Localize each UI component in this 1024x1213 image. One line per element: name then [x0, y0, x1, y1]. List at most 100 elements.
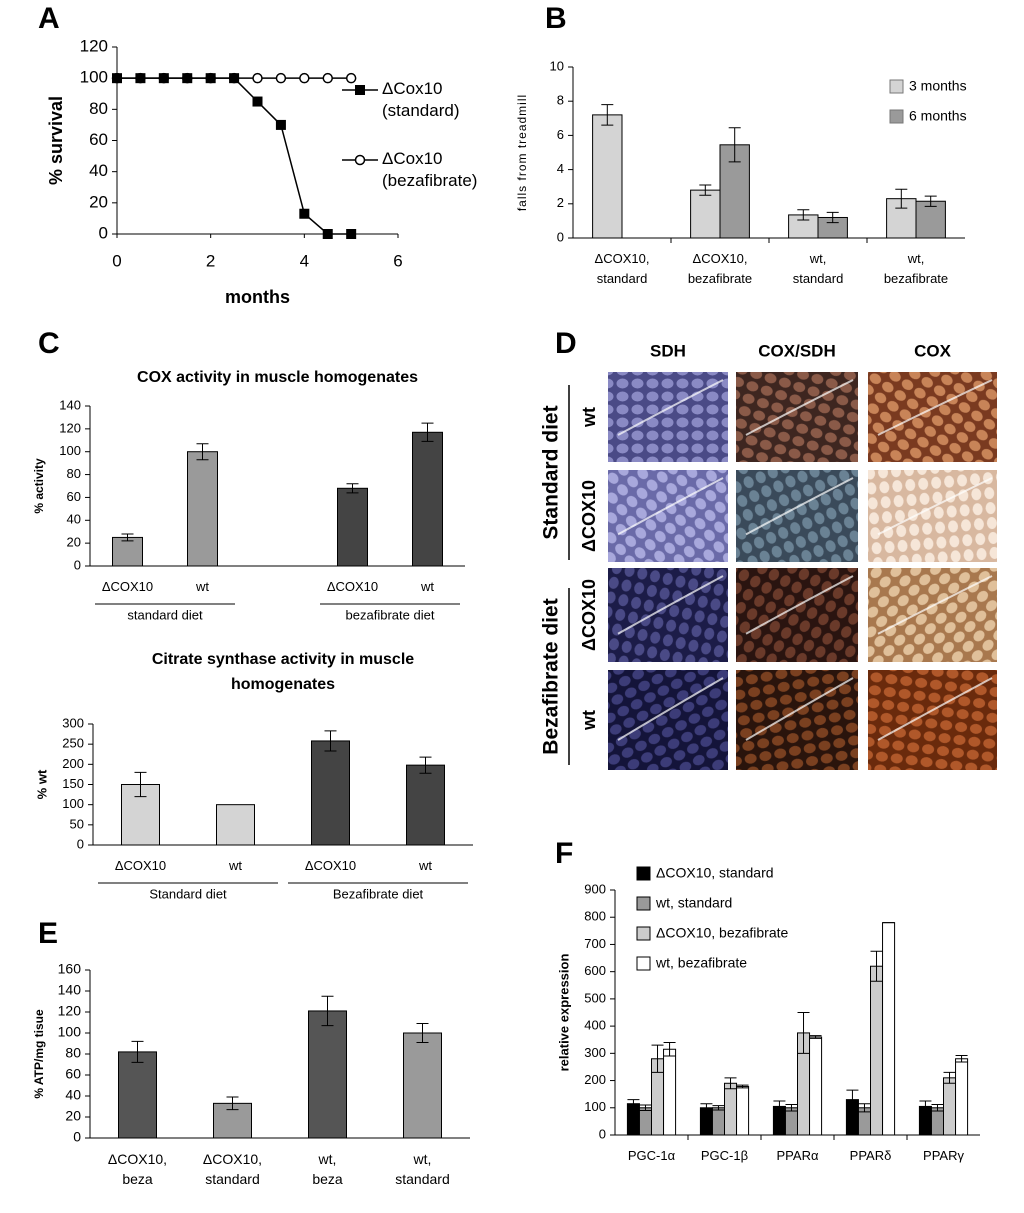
y-tick-label: 40 [67, 512, 81, 527]
error-bar [955, 1055, 968, 1063]
micrograph-streak [877, 477, 993, 536]
x-tick-label: ΔCOX10 [102, 579, 153, 594]
marker [299, 208, 310, 219]
y-tick-label: 300 [62, 715, 84, 730]
column-header: COX/SDH [758, 341, 835, 360]
x-tick-label: 4 [300, 251, 309, 270]
legend-label: 3 months [909, 78, 967, 94]
error-bar [895, 188, 908, 209]
marker [112, 73, 122, 84]
panel-letter: D [555, 327, 577, 360]
panel-letter: A [38, 2, 60, 35]
error-bar [728, 127, 741, 163]
y-axis-label: relative expression [556, 954, 571, 1072]
error-bar [601, 104, 614, 126]
x-tick-label: wt [418, 858, 432, 873]
marker [182, 73, 193, 84]
panel-letter: C [38, 327, 60, 360]
error-bar [196, 443, 209, 461]
y-tick-label: 0 [73, 1129, 81, 1145]
x-tick-label: wt [420, 579, 434, 594]
y-tick-label: 200 [584, 1072, 606, 1087]
y-tick-label: 120 [59, 420, 81, 435]
error-bar [943, 1071, 956, 1084]
error-bar [797, 1012, 810, 1054]
y-tick-label: 60 [89, 130, 108, 149]
micrograph [736, 372, 858, 462]
micrograph-streak [617, 677, 724, 741]
bar [112, 536, 143, 567]
marker [229, 73, 240, 84]
x-tick-label: ΔCOX10 [327, 579, 378, 594]
bar [711, 1107, 726, 1136]
chart-title: Citrate synthase activity in muscle homog… [152, 651, 414, 693]
bar [626, 1103, 640, 1136]
micrograph-streak [745, 477, 854, 536]
row-group-label: Bezafibrate diet [540, 598, 563, 754]
y-tick-label: 0 [74, 557, 81, 572]
y-tick-label: 0 [557, 229, 564, 244]
y-tick-label: 300 [584, 1045, 606, 1060]
x-tick-label: PPARγ [923, 1148, 964, 1163]
legend-swatch [636, 866, 651, 881]
y-tick-label: 60 [65, 1066, 81, 1082]
bar [412, 431, 443, 567]
error-bar [639, 1104, 652, 1111]
x-axis-label: months [225, 287, 290, 307]
error-bar [931, 1104, 944, 1112]
bar [690, 189, 721, 239]
legend-label: 6 months [909, 108, 967, 124]
marker [354, 154, 366, 166]
x-tick-label: PGC-1α [628, 1148, 676, 1163]
error-bar [736, 1084, 749, 1089]
x-tick-label: 6 [393, 251, 402, 270]
micrograph-streak [877, 379, 993, 436]
bar [724, 1082, 738, 1136]
marker [252, 72, 263, 84]
group-label: Standard diet [149, 886, 227, 901]
marker [355, 85, 365, 95]
y-tick-label: 4 [557, 161, 564, 176]
y-tick-label: 400 [584, 1018, 606, 1033]
error-bar [700, 1103, 713, 1113]
bar [311, 740, 350, 846]
row-label: ΔCOX10 [579, 579, 599, 651]
error-bar [421, 422, 434, 442]
bar [406, 764, 445, 846]
marker [205, 73, 216, 84]
legend-label: ΔCOX10, bezafibrate [656, 925, 789, 941]
marker [322, 229, 333, 239]
x-tick-label: wt, standard [793, 251, 844, 286]
y-tick-label: 120 [58, 1003, 82, 1019]
x-tick-label: 2 [206, 251, 215, 270]
y-axis-label: falls from treadmill [515, 94, 529, 211]
y-tick-label: 20 [89, 192, 108, 211]
legend-label: wt, standard [655, 895, 732, 911]
legend-swatch [889, 79, 904, 94]
y-tick-label: 120 [80, 36, 108, 55]
y-tick-label: 20 [65, 1108, 81, 1124]
y-tick-label: 2 [557, 195, 564, 210]
error-bar [416, 1023, 429, 1043]
error-bar [773, 1100, 786, 1113]
y-tick-label: 80 [89, 99, 108, 118]
row-label: ΔCOX10 [579, 480, 599, 552]
chart-title: COX activity in muscle homogenates [137, 369, 418, 386]
bar [187, 451, 218, 567]
micrograph-streak [877, 677, 993, 741]
bar [663, 1048, 677, 1136]
legend-swatch [889, 109, 904, 124]
series-line [117, 77, 352, 235]
error-bar [699, 184, 712, 196]
legend-swatch [636, 926, 651, 941]
bar [592, 114, 623, 239]
x-tick-label: wt [195, 579, 209, 594]
micrograph [868, 470, 997, 562]
micrograph-streak [745, 677, 854, 741]
y-tick-label: 80 [65, 1045, 81, 1061]
y-axis-label: % activity [32, 458, 46, 514]
error-bar [121, 533, 134, 542]
bar [403, 1032, 442, 1139]
bar [216, 804, 255, 846]
marker [135, 73, 146, 84]
